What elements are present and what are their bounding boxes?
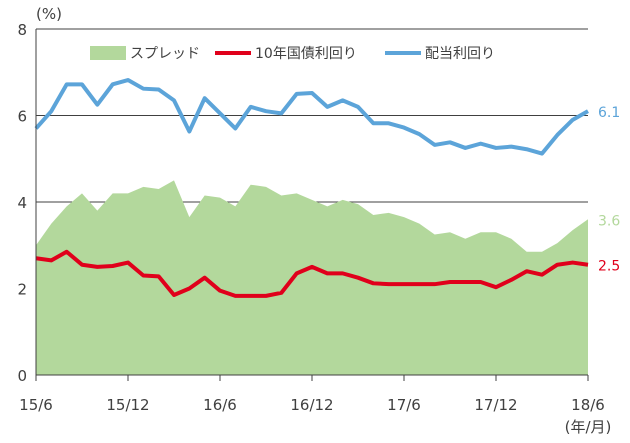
y-tick-labels: 0 2 4 6 8 [17,21,27,385]
y-tick-label: 2 [17,281,27,299]
area-layer [36,180,588,375]
x-tick-labels: 15/6 15/12 16/6 16/12 17/6 17/12 18/6 [19,396,605,414]
y-tick-label: 4 [17,194,27,212]
y-unit-label: (%) [36,5,62,23]
y-tick-label: 0 [17,367,27,385]
legend: スプレッド 10年国債利回り 配当利回り [90,46,495,62]
series-line-1 [35,249,589,298]
end-value-label: 6.1 [598,105,620,121]
legend-label: スプレッド [130,46,200,62]
end-value-label: 2.5 [598,259,620,275]
legend-label: 10年国債利回り [255,46,357,62]
end-labels: 3.6 2.5 6.1 [598,105,620,275]
x-tick-label: 18/6 [571,396,605,414]
x-tick-label: 16/12 [290,396,333,414]
x-tick-label: 17/6 [387,396,421,414]
x-tick-label: 15/12 [106,396,149,414]
series-area-spread [36,180,588,375]
x-tick-label: 15/6 [19,396,53,414]
x-tick-label: 17/12 [474,396,517,414]
y-tick-label: 6 [17,108,27,126]
legend-label: 配当利回り [425,46,495,62]
axes [35,29,589,381]
x-tick-label: 16/6 [203,396,237,414]
legend-swatch-spread [90,46,126,60]
line-layer [34,78,589,298]
x-unit-label: (年/月) [565,418,612,436]
series-line-2 [34,78,589,156]
end-value-label: 3.6 [598,213,620,229]
y-tick-label: 8 [17,21,27,39]
